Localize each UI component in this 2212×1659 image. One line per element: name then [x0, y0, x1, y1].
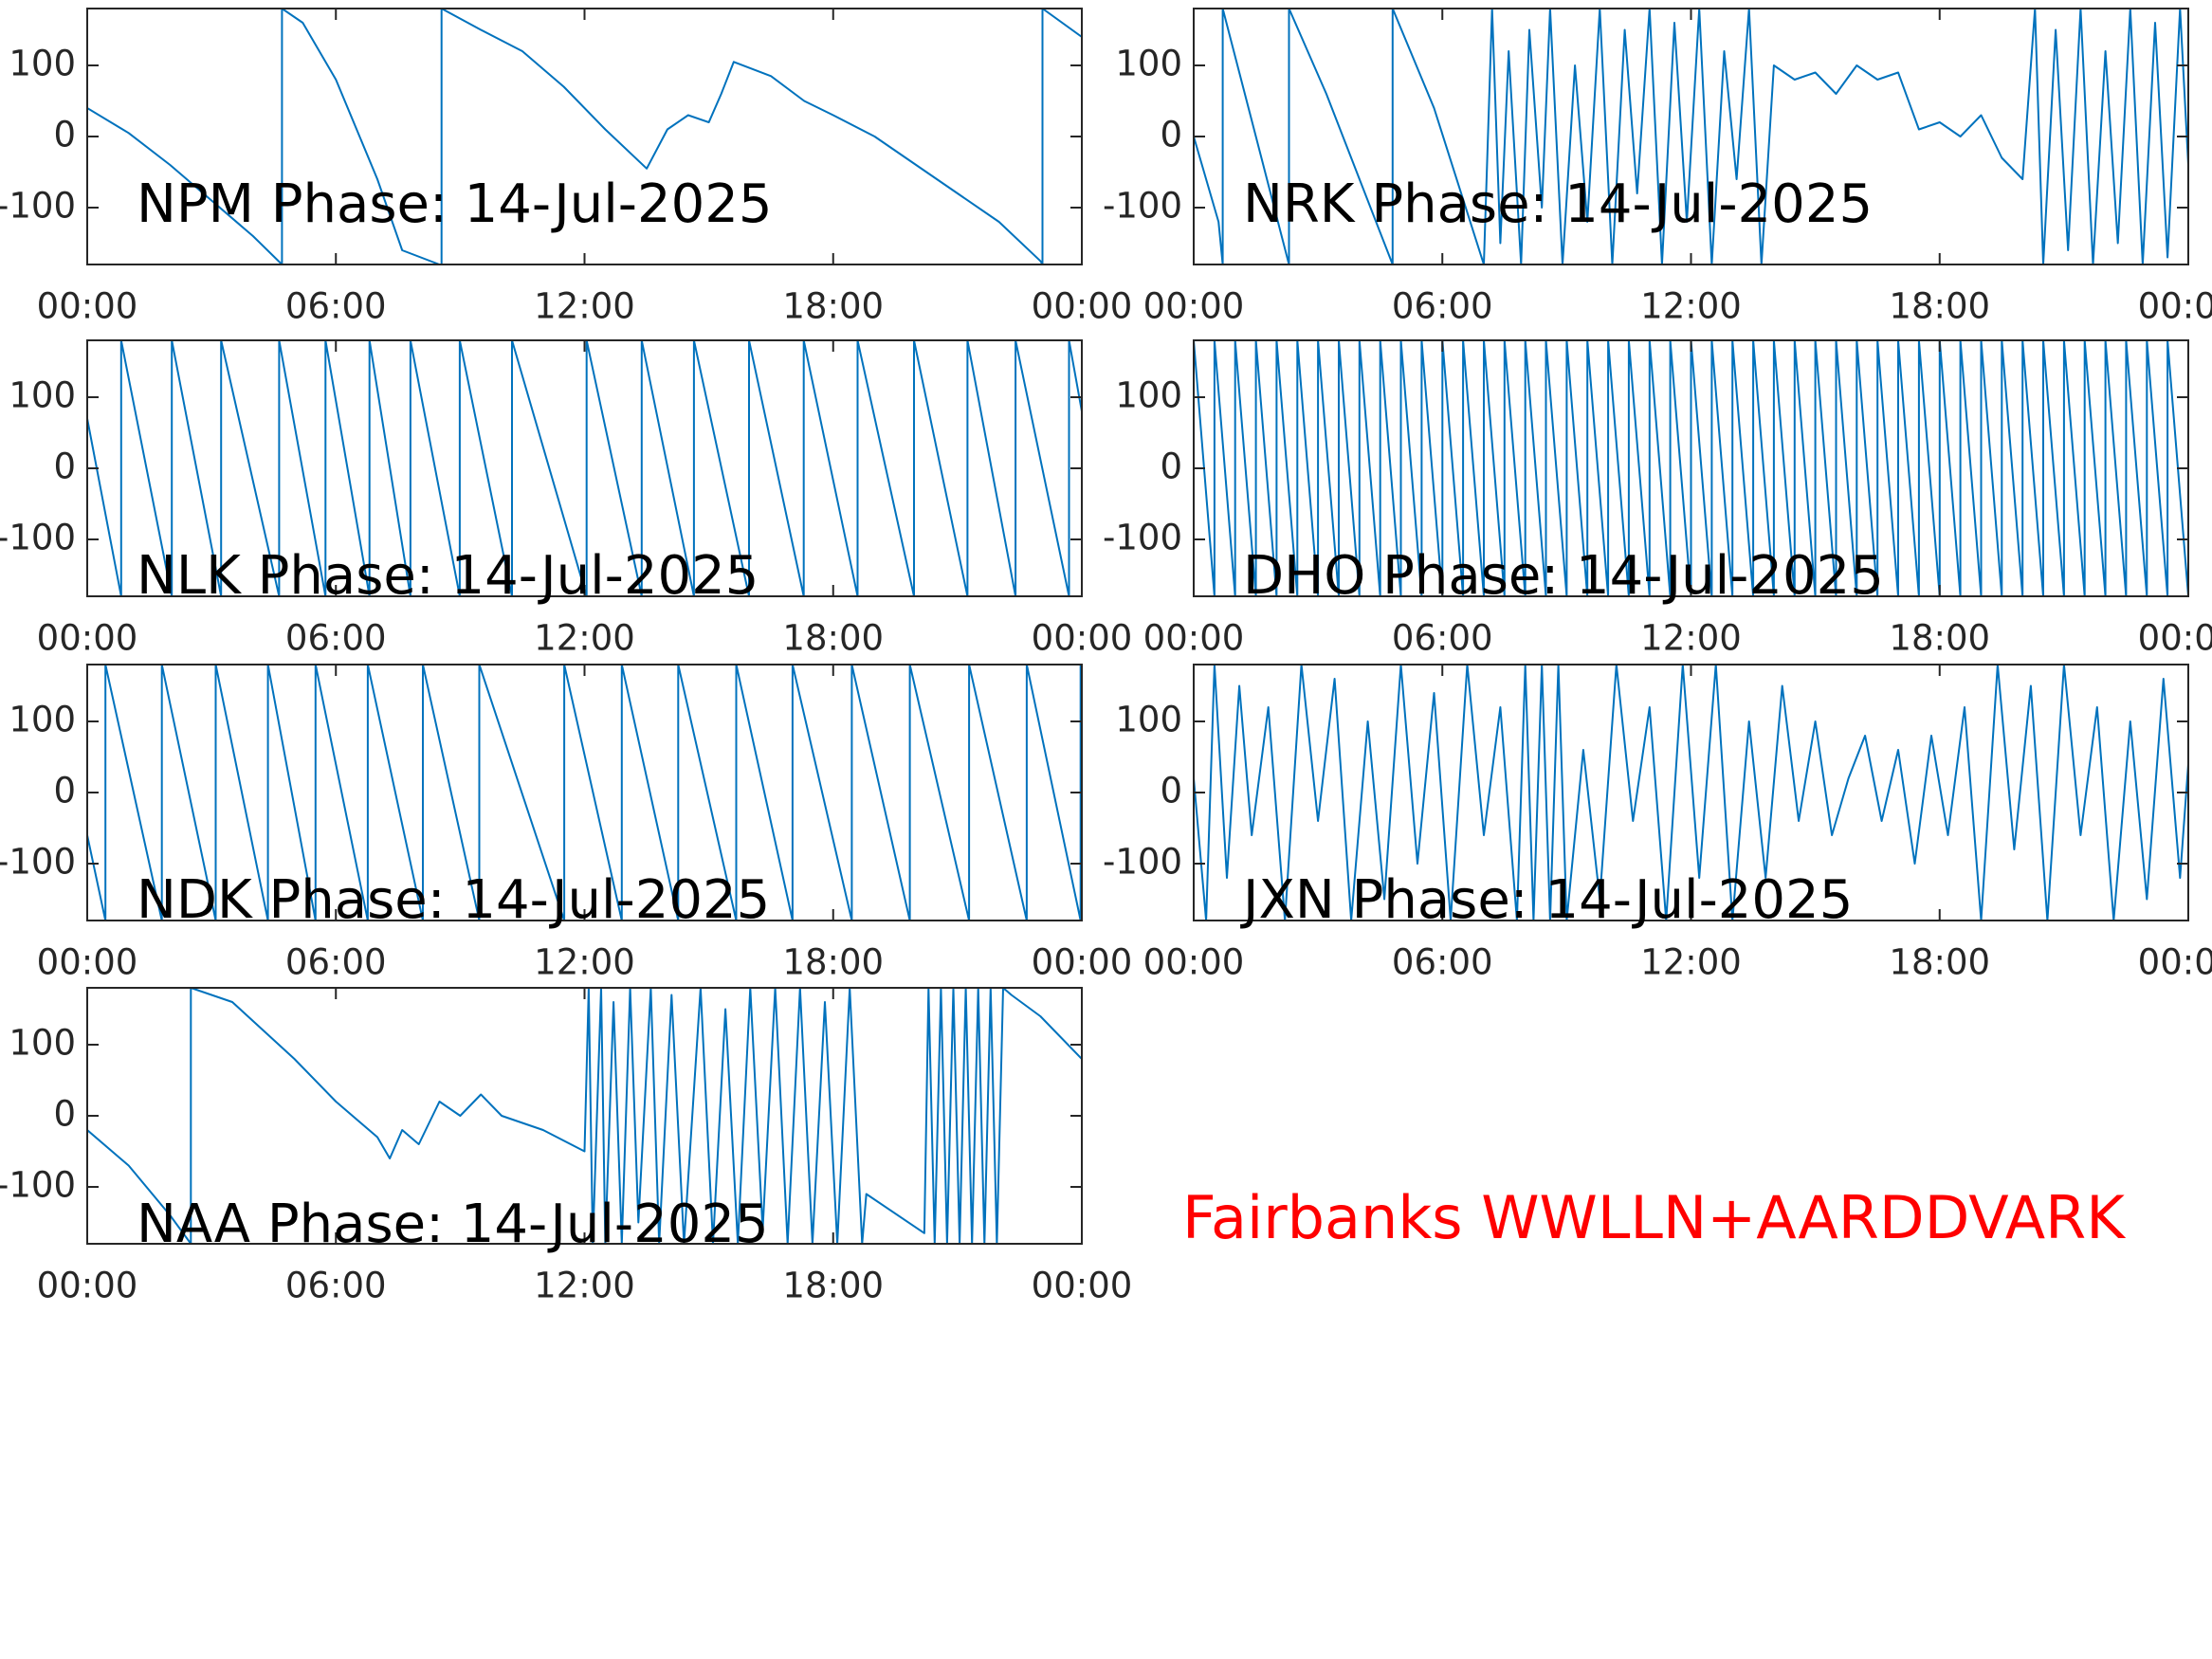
- y-tick-label: 100: [9, 700, 76, 740]
- plot-area: [1194, 665, 2188, 921]
- x-tick-label: 18:00: [1889, 286, 1990, 327]
- y-tick-label: -100: [0, 518, 76, 558]
- x-tick-label: 00:00: [1032, 618, 1133, 659]
- x-tick-label: 18:00: [1889, 618, 1990, 659]
- y-tick-label: -100: [1103, 518, 1182, 558]
- x-tick-label: 06:00: [1392, 618, 1493, 659]
- phase-line: [87, 9, 1082, 264]
- x-tick-label: 12:00: [1640, 942, 1742, 983]
- x-tick-label: 12:00: [1640, 286, 1742, 327]
- x-tick-label: 00:00: [37, 618, 138, 659]
- annotation: Fairbanks WWLLN+AARDDVARK: [1182, 1183, 2126, 1252]
- phase-line: [1194, 665, 2188, 921]
- x-tick-label: 06:00: [285, 618, 387, 659]
- y-tick-label: 0: [53, 771, 76, 811]
- x-tick-label: 00:00: [1032, 286, 1133, 327]
- x-tick-label: 18:00: [782, 618, 884, 659]
- y-tick-label: -100: [0, 186, 76, 227]
- y-tick-label: 100: [9, 44, 76, 84]
- y-tick-label: 0: [53, 1094, 76, 1135]
- subplot-title: NLK Phase: 14-Jul-2025: [137, 545, 759, 607]
- phase-line: [87, 665, 1082, 921]
- x-tick-label: 12:00: [1640, 618, 1742, 659]
- plot-area: [87, 988, 1082, 1244]
- x-tick-label: 00:00: [37, 286, 138, 327]
- x-tick-label: 00:00: [2138, 618, 2212, 659]
- y-tick-label: -100: [1103, 186, 1182, 227]
- plot-area: [87, 340, 1082, 596]
- y-tick-label: 0: [1160, 447, 1182, 487]
- y-tick-label: 0: [53, 447, 76, 487]
- phase-line: [87, 988, 1082, 1244]
- y-tick-label: 100: [1115, 700, 1182, 740]
- x-tick-label: 00:00: [1032, 1266, 1133, 1306]
- y-tick-label: -100: [1103, 842, 1182, 883]
- subplot-title: JXN Phase: 14-Jul-2025: [1240, 869, 1853, 931]
- x-tick-label: 06:00: [285, 286, 387, 327]
- phase-line: [1194, 9, 2188, 264]
- y-tick-label: 0: [1160, 771, 1182, 811]
- x-tick-label: 00:00: [37, 1266, 138, 1306]
- x-tick-label: 12:00: [534, 1266, 635, 1306]
- y-tick-label: 100: [9, 375, 76, 416]
- x-tick-label: 12:00: [534, 942, 635, 983]
- x-tick-label: 06:00: [285, 942, 387, 983]
- y-tick-label: 0: [53, 115, 76, 155]
- y-tick-label: 100: [9, 1023, 76, 1064]
- x-tick-label: 00:00: [1143, 942, 1245, 983]
- phase-line: [87, 340, 1082, 596]
- x-tick-label: 06:00: [1392, 942, 1493, 983]
- x-tick-label: 12:00: [534, 618, 635, 659]
- y-tick-label: 0: [1160, 115, 1182, 155]
- subplot-title: NPM Phase: 14-Jul-2025: [137, 173, 773, 235]
- x-tick-label: 18:00: [782, 286, 884, 327]
- y-tick-label: -100: [0, 1165, 76, 1206]
- plot-area: [87, 665, 1082, 921]
- x-tick-label: 06:00: [1392, 286, 1493, 327]
- subplot-title: NAA Phase: 14-Jul-2025: [137, 1194, 769, 1255]
- subplot-title: NRK Phase: 14-Jul-2025: [1243, 173, 1873, 235]
- x-tick-label: 00:00: [1143, 286, 1245, 327]
- subplot-title: NDK Phase: 14-Jul-2025: [137, 869, 770, 931]
- x-tick-label: 00:00: [1032, 942, 1133, 983]
- x-tick-label: 06:00: [285, 1266, 387, 1306]
- subplot-title: DHO Phase: 14-Jul-2025: [1243, 545, 1884, 607]
- plot-area: [1194, 9, 2188, 264]
- phase-line: [1194, 340, 2188, 596]
- x-tick-label: 18:00: [782, 1266, 884, 1306]
- y-tick-label: -100: [0, 842, 76, 883]
- y-tick-label: 100: [1115, 375, 1182, 416]
- x-tick-label: 18:00: [1889, 942, 1990, 983]
- x-tick-label: 00:00: [1143, 618, 1245, 659]
- plot-area: [1194, 340, 2188, 596]
- x-tick-label: 18:00: [782, 942, 884, 983]
- x-tick-label: 00:00: [37, 942, 138, 983]
- y-tick-label: 100: [1115, 44, 1182, 84]
- x-tick-label: 12:00: [534, 286, 635, 327]
- x-tick-label: 00:00: [2138, 286, 2212, 327]
- plot-area: [87, 9, 1082, 264]
- x-tick-label: 00:00: [2138, 942, 2212, 983]
